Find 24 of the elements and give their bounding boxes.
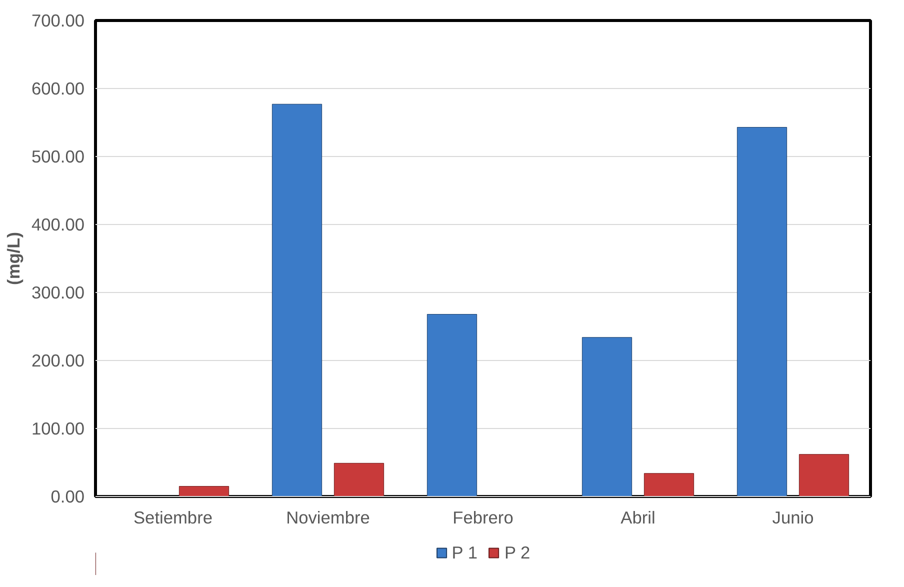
legend-label: P 1 bbox=[452, 542, 478, 563]
y-tick-label: 200.00 bbox=[32, 350, 84, 370]
bar bbox=[426, 314, 478, 496]
x-tick-label: Noviembre bbox=[286, 508, 370, 528]
x-tick-label: Junio bbox=[772, 508, 814, 528]
bar bbox=[272, 104, 322, 496]
y-tick-label: 0.00 bbox=[50, 486, 85, 506]
bar bbox=[644, 473, 694, 496]
x-tick-label: Abril bbox=[620, 508, 656, 528]
y-tick-label: 300.00 bbox=[32, 282, 84, 302]
legend-label: P 2 bbox=[504, 542, 530, 563]
bar bbox=[178, 486, 230, 496]
bar bbox=[582, 337, 632, 496]
y-tick-label: 600.00 bbox=[32, 78, 84, 98]
x-tick-label: Febrero bbox=[452, 508, 514, 528]
bar bbox=[334, 462, 384, 496]
y-tick-label: 400.00 bbox=[32, 214, 84, 234]
y-tick-label: 100.00 bbox=[32, 418, 84, 438]
x-tick-label: Setiembre bbox=[134, 508, 212, 528]
y-tick-label: 700.00 bbox=[32, 10, 84, 30]
bar bbox=[798, 454, 850, 496]
y-tick-label: 500.00 bbox=[32, 146, 84, 166]
bar bbox=[736, 127, 788, 496]
y-axis-title: (mg/L) bbox=[4, 232, 24, 285]
